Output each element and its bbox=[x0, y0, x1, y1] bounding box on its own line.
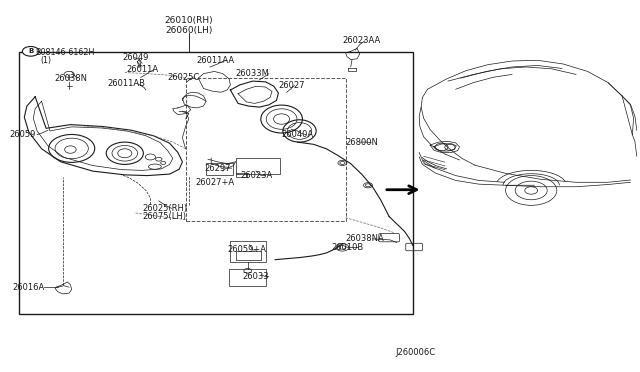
Text: 26010(RH): 26010(RH) bbox=[164, 16, 213, 25]
Text: 26033: 26033 bbox=[242, 272, 269, 281]
Bar bbox=[236, 251, 261, 260]
Text: 26038N: 26038N bbox=[54, 74, 88, 83]
Text: 26023A: 26023A bbox=[240, 171, 272, 180]
Bar bbox=[19, 52, 413, 314]
Bar bbox=[236, 173, 247, 177]
Text: 26049: 26049 bbox=[123, 53, 149, 62]
Text: B: B bbox=[28, 48, 33, 54]
Circle shape bbox=[22, 46, 39, 56]
Text: 26027: 26027 bbox=[278, 81, 305, 90]
Text: 26023AA: 26023AA bbox=[342, 36, 381, 45]
Text: (1): (1) bbox=[40, 56, 51, 65]
Text: 26059+A: 26059+A bbox=[228, 246, 267, 254]
Text: B08146-6162H: B08146-6162H bbox=[35, 48, 95, 57]
Text: J260006C: J260006C bbox=[396, 348, 436, 357]
Bar bbox=[229, 269, 266, 286]
Text: 26011AA: 26011AA bbox=[196, 56, 235, 65]
Text: 26060(LH): 26060(LH) bbox=[165, 26, 212, 35]
Text: 26075(LH): 26075(LH) bbox=[142, 212, 186, 221]
Text: 26800N: 26800N bbox=[346, 138, 378, 147]
Text: 26059: 26059 bbox=[10, 130, 36, 139]
Text: 26038NA: 26038NA bbox=[346, 234, 385, 243]
Text: 26010B: 26010B bbox=[332, 243, 364, 252]
Text: 26025C: 26025C bbox=[168, 73, 200, 81]
Text: 26016A: 26016A bbox=[13, 283, 45, 292]
Text: 26027+A: 26027+A bbox=[195, 178, 234, 187]
Bar bbox=[206, 163, 233, 175]
Text: 26297: 26297 bbox=[205, 164, 231, 173]
Bar bbox=[236, 158, 280, 174]
Text: 26011A: 26011A bbox=[127, 65, 159, 74]
Bar bbox=[186, 78, 346, 221]
Bar bbox=[230, 241, 266, 262]
Text: 26033M: 26033M bbox=[236, 69, 269, 78]
Text: 26025(RH): 26025(RH) bbox=[142, 204, 188, 213]
Text: 26040A: 26040A bbox=[282, 130, 314, 139]
Text: 26011AB: 26011AB bbox=[108, 79, 145, 88]
